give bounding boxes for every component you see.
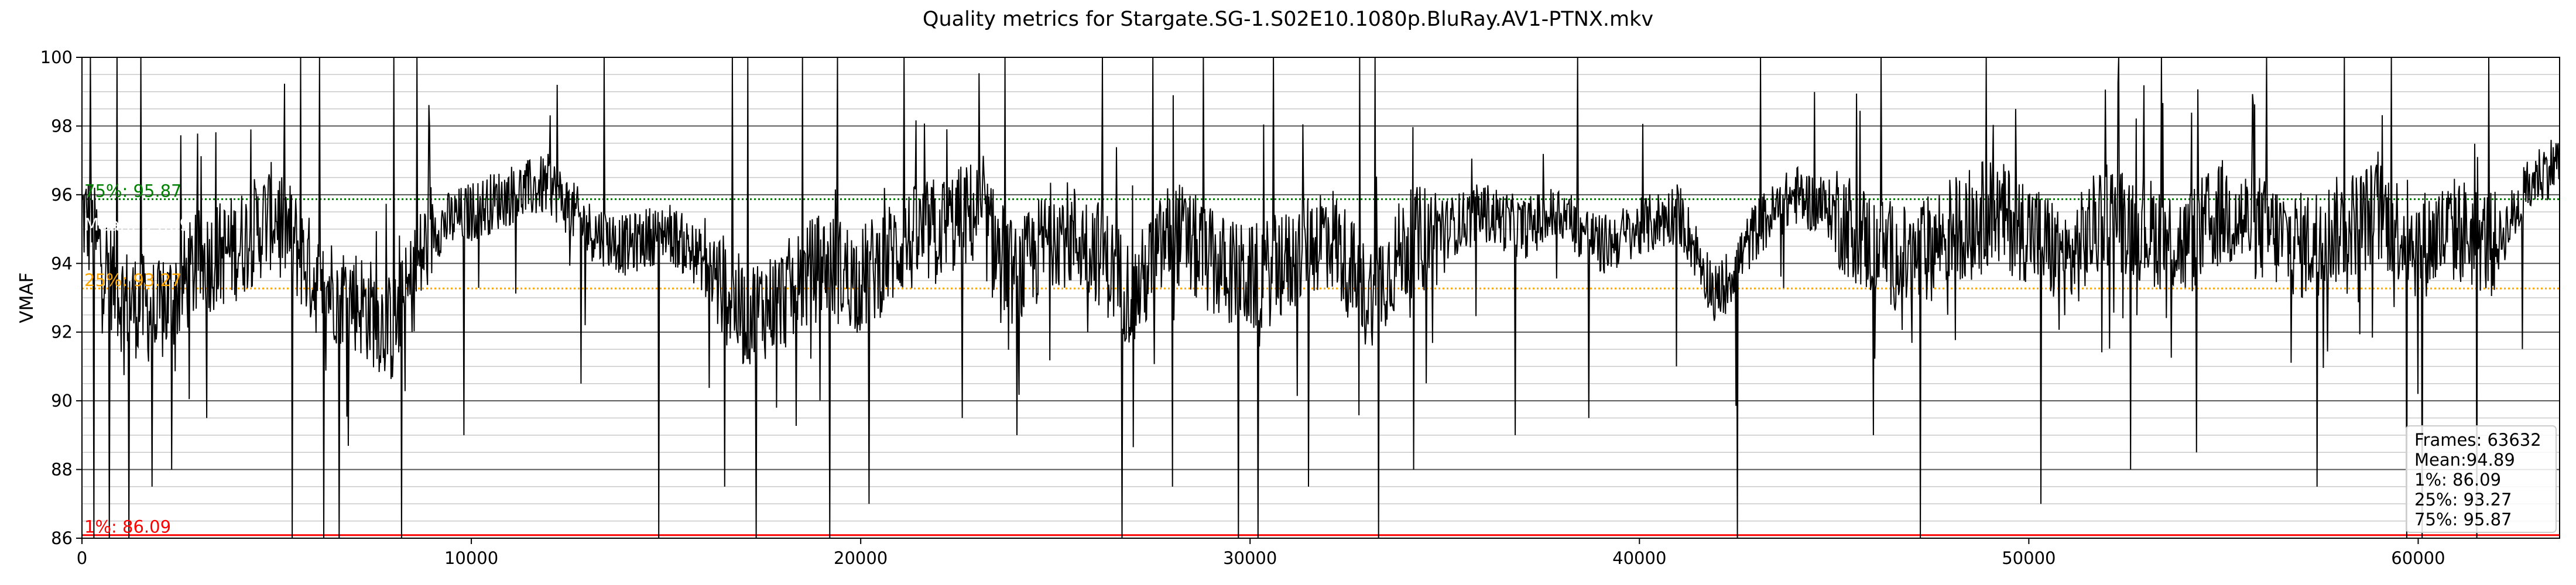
x-tick-label: 0 [77,548,87,568]
series-layer [81,57,2560,539]
y-tick-label: 94 [51,253,73,273]
reference-label: 75%: 95.87 [84,181,181,201]
plot-frame [81,57,2560,539]
y-tick-label: 96 [51,185,73,205]
stats-line: 1%: 86.09 [2414,470,2501,490]
vmaf-series-line [81,57,2560,539]
x-tick-label: 50000 [2002,548,2056,568]
reference-label: 25%: 93.27 [84,270,181,290]
reference-label: Mean: 94.89 [84,215,190,235]
y-tick-label: 92 [51,322,73,342]
stats-box-frame [2406,425,2557,533]
x-tick-label: 20000 [834,548,888,568]
y-tick-label: 98 [51,116,73,136]
y-axis-label: VMAF [16,273,37,324]
grid-lines [82,74,2560,522]
y-tick-label: 88 [51,460,73,480]
y-axis-ticks: 86 88 90 92 94 96 98 100 [40,47,82,548]
x-tick-label: 60000 [2391,548,2445,568]
x-tick-label: 40000 [1612,548,1666,568]
y-tick-label: 86 [51,528,73,548]
x-tick-label: 10000 [444,548,498,568]
x-axis-ticks: 0 10000 20000 30000 40000 50000 60000 [77,538,2445,568]
stats-line: 25%: 93.27 [2414,490,2512,510]
chart-title: Quality metrics for Stargate.SG-1.S02E10… [923,8,1653,31]
y-tick-label: 100 [40,47,73,67]
y-tick-label: 90 [51,391,73,411]
stats-line: 75%: 95.87 [2414,510,2512,529]
reference-labels: 1%: 86.09 25%: 93.27 Mean: 94.89 75%: 95.87 [84,181,190,536]
x-tick-label: 30000 [1223,548,1277,568]
reference-label: 1%: 86.09 [84,517,171,537]
stats-line: Frames: 63632 [2414,430,2541,450]
stats-line: Mean:94.89 [2414,450,2515,470]
